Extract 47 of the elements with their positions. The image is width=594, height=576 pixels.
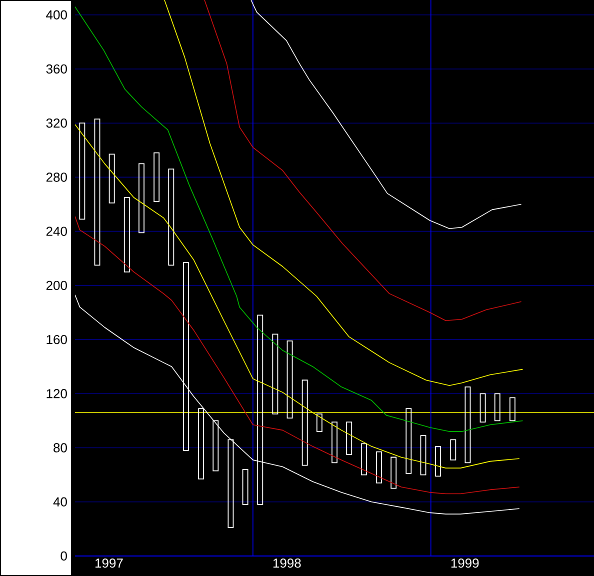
bar: [509, 397, 516, 422]
y-tick-label: 280: [46, 172, 67, 182]
bar: [242, 468, 248, 506]
y-tick-label: 40: [53, 497, 67, 506]
bar: [94, 118, 100, 266]
bar: [138, 163, 144, 234]
x-tick-label: 1997: [95, 558, 123, 568]
y-tick-label: 200: [46, 280, 67, 290]
line-series: [250, 0, 522, 230]
bar: [124, 197, 130, 272]
y-tick-label: 80: [54, 443, 67, 452]
bar: [480, 393, 486, 423]
y-tick-label: 400: [46, 10, 67, 20]
x-tick-label: 1999: [451, 558, 479, 568]
bar: [154, 152, 160, 202]
bar: [302, 380, 308, 466]
bar: [198, 408, 204, 480]
y-tick-label: 160: [46, 334, 67, 344]
bar: [168, 168, 174, 266]
bar: [420, 435, 426, 476]
bar: [406, 408, 412, 474]
bar: [332, 422, 338, 464]
bar: [494, 393, 500, 422]
bar: [464, 386, 471, 464]
bar: [212, 420, 219, 472]
bar: [272, 334, 278, 414]
y-tick-label: 120: [46, 389, 67, 398]
bar: [450, 439, 456, 460]
line-series: [75, 6, 524, 432]
bar: [316, 414, 322, 432]
bar: [435, 446, 442, 477]
bar: [346, 422, 352, 455]
bar: [257, 314, 264, 506]
x-tick-label: 1998: [273, 558, 301, 568]
bar: [390, 456, 397, 489]
line-series: [75, 216, 520, 494]
bar: [376, 451, 382, 484]
y-tick-label: 0: [60, 551, 67, 561]
line-series: [164, 0, 524, 386]
y-tick-label: 360: [46, 64, 67, 74]
bar: [360, 443, 367, 476]
bar: [108, 154, 115, 204]
y-tick-label: 320: [46, 118, 67, 128]
bar: [79, 122, 86, 220]
line-series: [204, 0, 522, 322]
y-tick-label: 240: [46, 226, 67, 236]
bar: [286, 340, 293, 418]
